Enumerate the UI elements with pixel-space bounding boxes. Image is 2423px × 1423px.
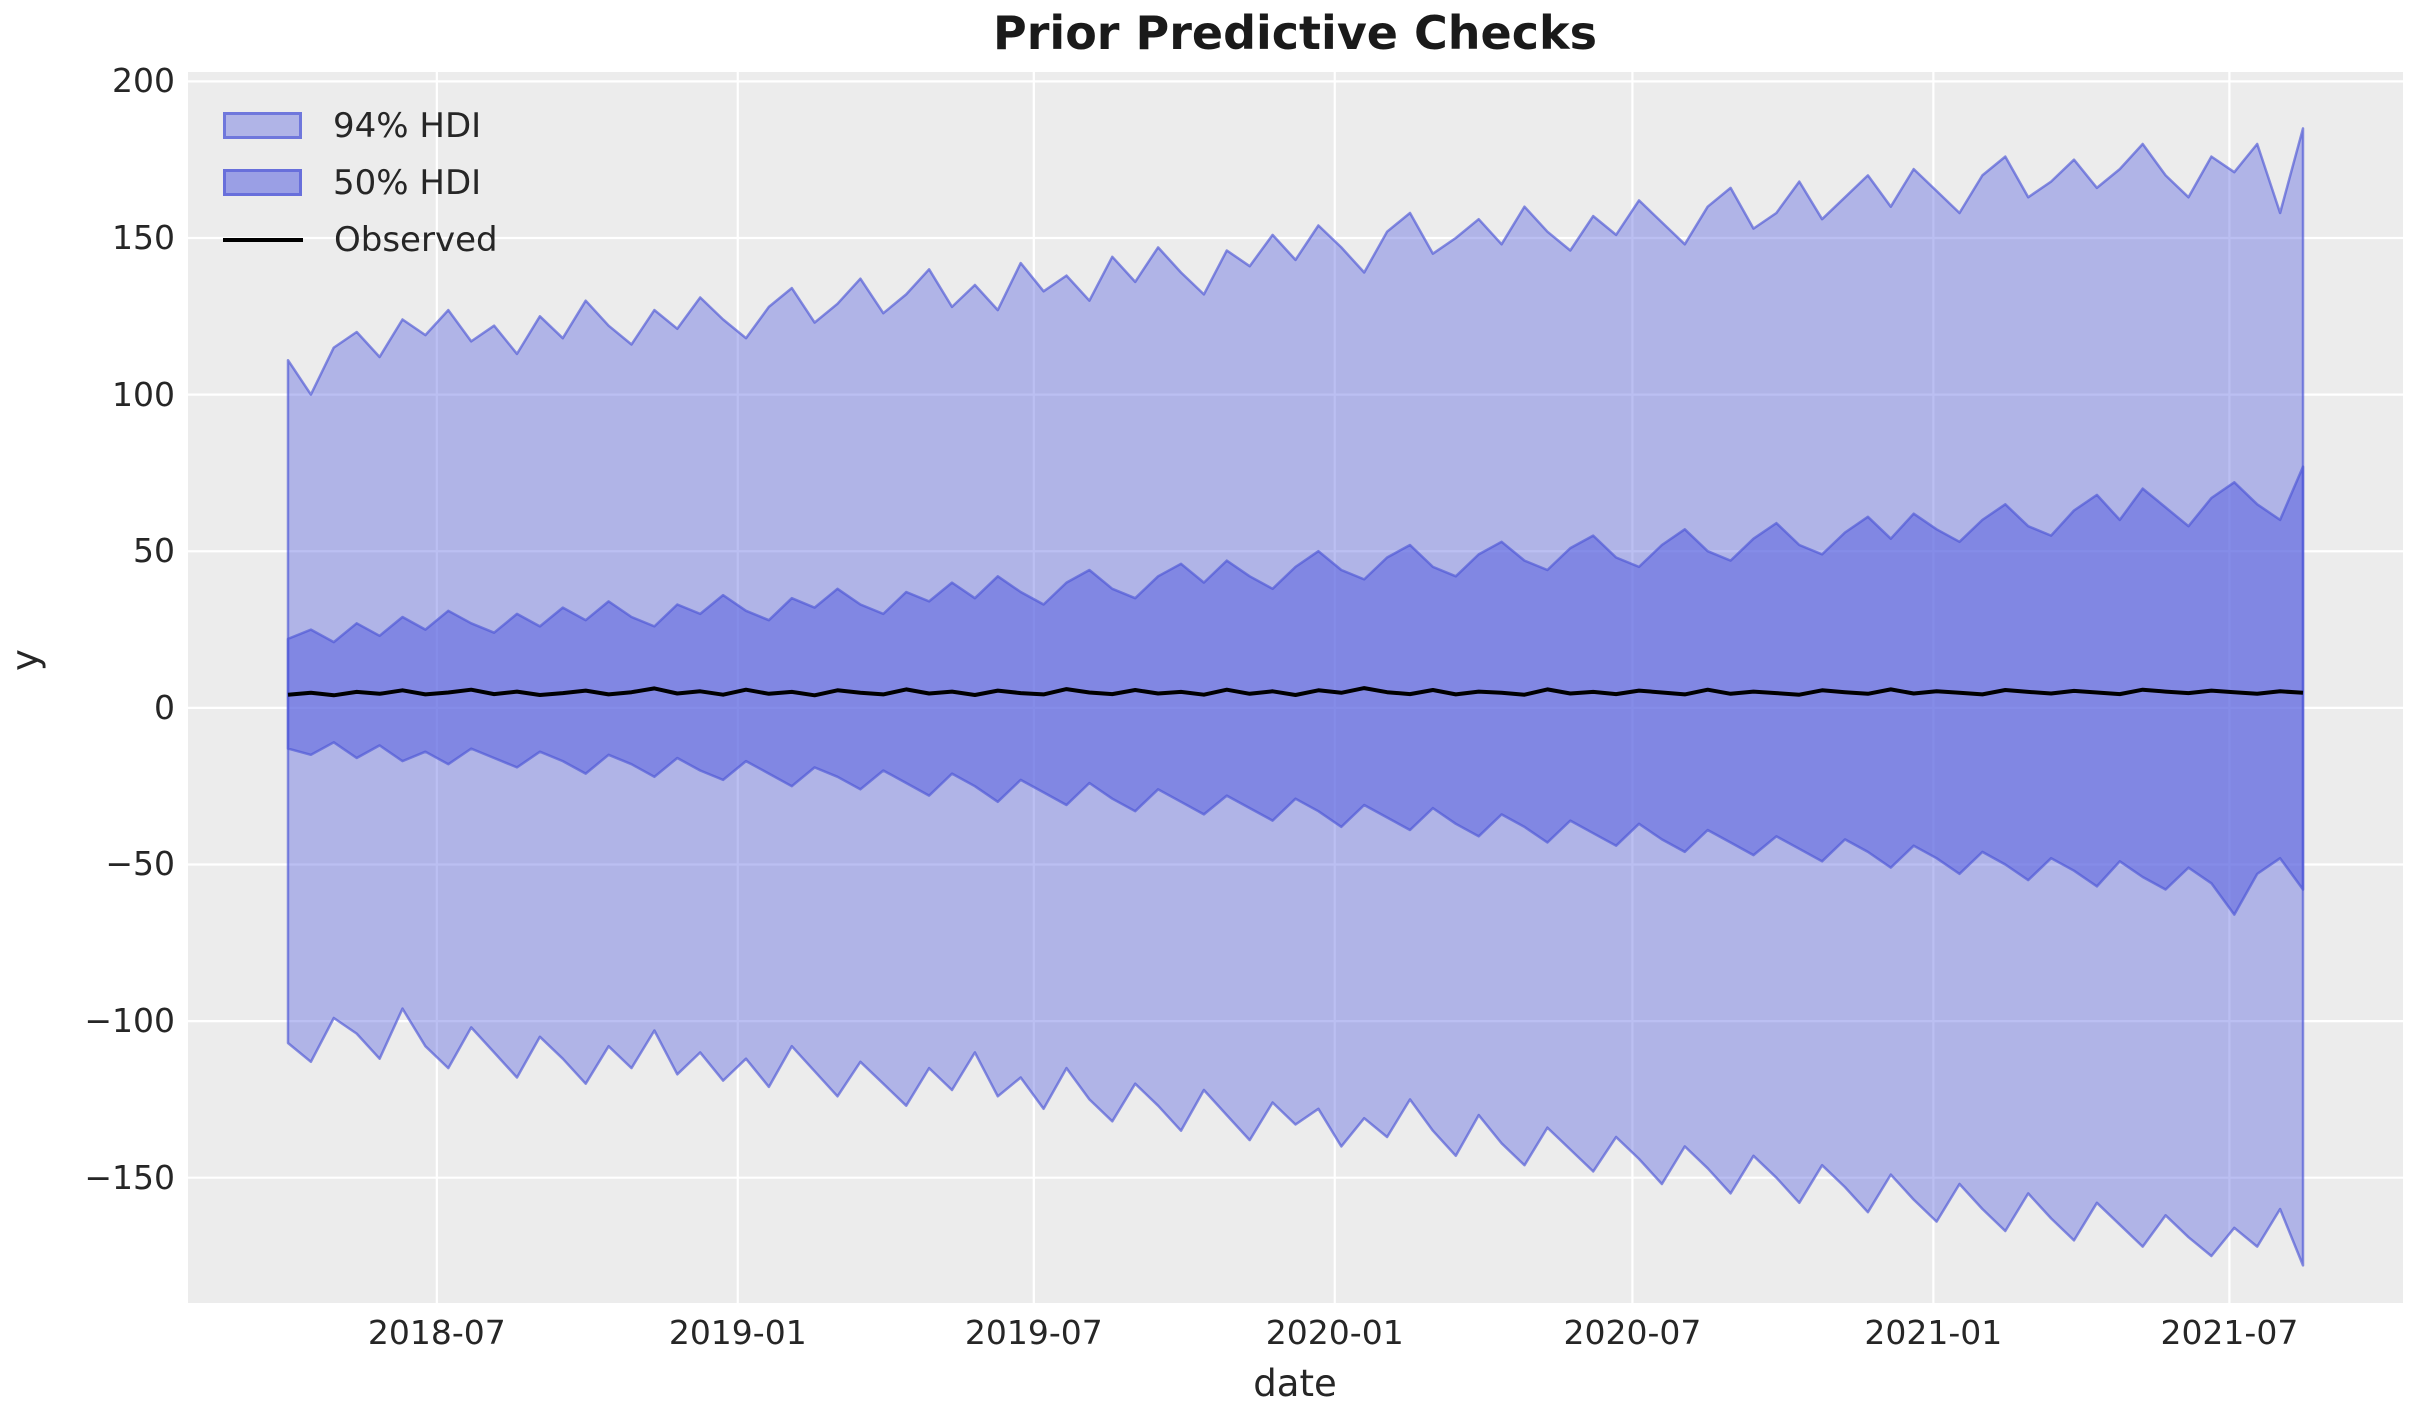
- y-tick-label: 0: [154, 687, 175, 727]
- legend-label: Observed: [334, 219, 498, 260]
- y-tick-label: 150: [112, 218, 175, 257]
- y-tick-label: −100: [84, 1001, 175, 1041]
- x-axis-label: date: [1253, 1362, 1337, 1405]
- x-tick-label: 2019-07: [964, 1313, 1103, 1352]
- chart-title: Prior Predictive Checks: [993, 6, 1597, 60]
- legend-label: 94% HDI: [333, 105, 482, 146]
- y-tick-label: 100: [112, 374, 175, 414]
- legend-item-observed: Observed: [223, 211, 498, 268]
- y-tick-label: 50: [133, 531, 175, 571]
- y-tick-label: 200: [112, 61, 175, 101]
- x-tick-label: 2019-01: [668, 1313, 807, 1352]
- y-tick-label: −50: [105, 844, 175, 884]
- plot-area: [188, 72, 2403, 1303]
- hdi50-band: [286, 465, 2305, 916]
- hdi94-swatch-icon: [223, 112, 302, 139]
- legend: 94% HDI 50% HDI Observed: [223, 97, 498, 268]
- legend-item-50-hdi: 50% HDI: [223, 154, 498, 211]
- x-tick-label: 2021-01: [1864, 1313, 2003, 1352]
- legend-item-94-hdi: 94% HDI: [223, 97, 498, 154]
- x-tick-label: 2018-07: [367, 1313, 506, 1352]
- y-tick-label: −150: [84, 1157, 175, 1197]
- x-tick-label: 2021-07: [2160, 1313, 2299, 1352]
- chart-canvas: [188, 72, 2403, 1303]
- legend-label: 50% HDI: [333, 162, 482, 203]
- observed-line-icon: [223, 237, 303, 242]
- x-tick-label: 2020-01: [1265, 1313, 1404, 1352]
- observed-line: [287, 686, 2304, 698]
- x-tick-label: 2020-07: [1563, 1313, 1702, 1352]
- y-axis-label: y: [3, 649, 47, 671]
- hdi50-swatch-icon: [223, 169, 302, 196]
